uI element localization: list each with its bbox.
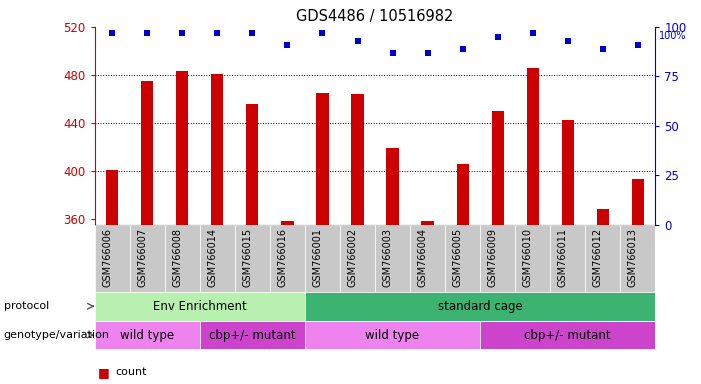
- Bar: [480, 321, 655, 349]
- Bar: [305, 292, 655, 321]
- Text: cbp+/- mutant: cbp+/- mutant: [524, 329, 611, 341]
- Text: wild type: wild type: [365, 329, 420, 341]
- Bar: [491, 111, 504, 225]
- Bar: [480, 225, 515, 292]
- Bar: [305, 225, 340, 292]
- Text: GSM766007: GSM766007: [137, 228, 147, 287]
- Bar: [270, 225, 305, 292]
- Bar: [445, 225, 480, 292]
- Bar: [106, 169, 118, 225]
- Text: GSM766005: GSM766005: [453, 228, 463, 287]
- Bar: [620, 225, 655, 292]
- Bar: [130, 225, 165, 292]
- Bar: [351, 94, 364, 225]
- Bar: [95, 292, 305, 321]
- Bar: [632, 179, 644, 225]
- Text: GSM766004: GSM766004: [418, 228, 428, 287]
- Bar: [386, 148, 399, 225]
- Bar: [235, 225, 270, 292]
- Bar: [597, 209, 609, 225]
- Text: GSM766015: GSM766015: [243, 228, 252, 287]
- Text: GSM766016: GSM766016: [278, 228, 287, 287]
- Text: GSM766009: GSM766009: [488, 228, 498, 287]
- Bar: [305, 321, 480, 349]
- Title: GDS4486 / 10516982: GDS4486 / 10516982: [297, 9, 454, 24]
- Text: ■: ■: [98, 366, 110, 379]
- Text: GSM766012: GSM766012: [593, 228, 603, 287]
- Text: GSM766001: GSM766001: [313, 228, 322, 287]
- Bar: [515, 225, 550, 292]
- Bar: [550, 225, 585, 292]
- Text: GSM766008: GSM766008: [172, 228, 182, 287]
- Bar: [176, 71, 189, 225]
- Text: GSM766003: GSM766003: [383, 228, 393, 287]
- Bar: [141, 81, 154, 225]
- Bar: [375, 225, 410, 292]
- Bar: [340, 225, 375, 292]
- Text: count: count: [116, 367, 147, 377]
- Bar: [246, 104, 259, 225]
- Text: GSM766002: GSM766002: [348, 228, 358, 287]
- Bar: [95, 225, 130, 292]
- Bar: [562, 120, 574, 225]
- Text: GSM766010: GSM766010: [523, 228, 533, 287]
- Bar: [526, 68, 539, 225]
- Bar: [95, 321, 200, 349]
- Bar: [200, 225, 235, 292]
- Bar: [165, 225, 200, 292]
- Bar: [456, 164, 469, 225]
- Text: wild type: wild type: [120, 329, 175, 341]
- Text: cbp+/- mutant: cbp+/- mutant: [209, 329, 296, 341]
- Text: GSM766006: GSM766006: [102, 228, 112, 287]
- Text: GSM766014: GSM766014: [207, 228, 217, 287]
- Bar: [585, 225, 620, 292]
- Text: GSM766013: GSM766013: [628, 228, 638, 287]
- Bar: [421, 221, 434, 225]
- Bar: [281, 221, 294, 225]
- Text: protocol: protocol: [4, 301, 49, 311]
- Bar: [316, 93, 329, 225]
- Bar: [410, 225, 445, 292]
- Bar: [200, 321, 305, 349]
- Text: standard cage: standard cage: [438, 300, 522, 313]
- Text: 100%: 100%: [659, 31, 686, 41]
- Bar: [211, 74, 224, 225]
- Text: GSM766011: GSM766011: [558, 228, 568, 287]
- Text: Env Enrichment: Env Enrichment: [153, 300, 247, 313]
- Text: genotype/variation: genotype/variation: [4, 330, 109, 340]
